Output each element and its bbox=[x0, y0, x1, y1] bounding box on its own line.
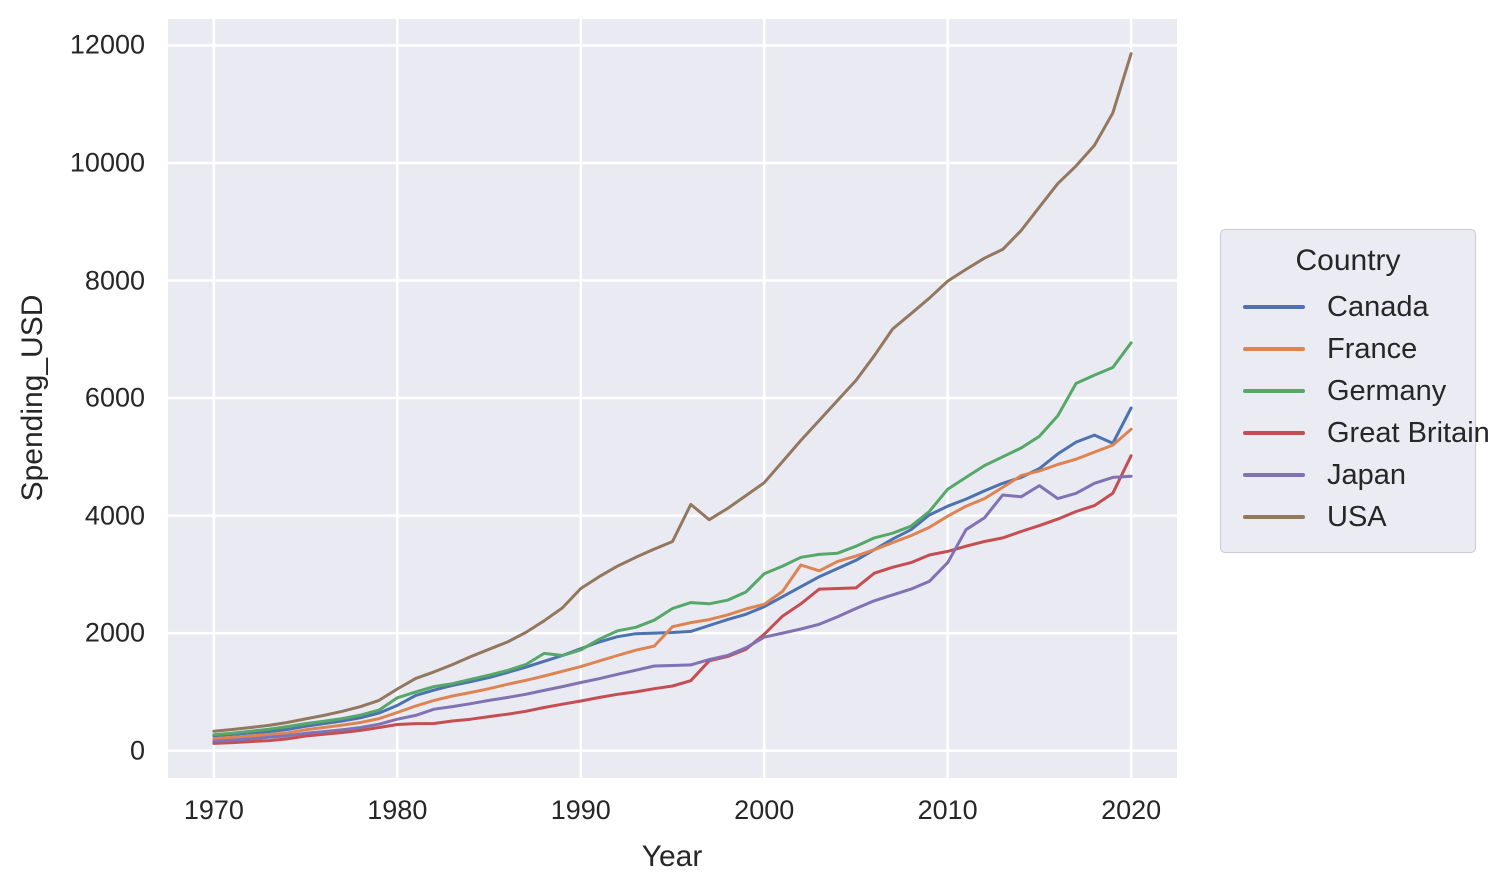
legend-label: Canada bbox=[1327, 290, 1429, 323]
x-tick-label: 2020 bbox=[1101, 795, 1162, 825]
x-tick-label: 1990 bbox=[550, 795, 611, 825]
series-line-germany bbox=[212, 341, 1133, 737]
y-tick-label: 6000 bbox=[84, 382, 145, 413]
legend-items: Canada France Germany Great Britain Japan USA bbox=[1235, 286, 1490, 538]
legend-label: Germany bbox=[1327, 374, 1447, 407]
series-line-france bbox=[212, 427, 1133, 741]
legend-label: Great Britain bbox=[1327, 416, 1490, 449]
x-tick-label: 2010 bbox=[917, 795, 978, 825]
y-axis-label: Spending_USD bbox=[16, 294, 49, 502]
legend-item: Japan bbox=[1235, 454, 1461, 496]
legend: Country Canada France Germany Great Britain… bbox=[1220, 229, 1490, 553]
legend-line-swatch bbox=[1243, 305, 1305, 309]
legend-item: Germany bbox=[1235, 370, 1461, 412]
legend-label: France bbox=[1327, 332, 1418, 365]
y-tick-label: 12000 bbox=[69, 29, 145, 60]
legend-label: USA bbox=[1327, 500, 1387, 533]
y-tick-label: 0 bbox=[129, 735, 145, 766]
series-line-canada bbox=[212, 406, 1133, 738]
series-line-great-britain bbox=[212, 454, 1133, 745]
legend-item: France bbox=[1235, 328, 1461, 370]
y-tick-label: 2000 bbox=[84, 617, 145, 648]
x-tick-label: 2000 bbox=[734, 795, 795, 825]
legend-line-swatch bbox=[1243, 515, 1305, 519]
y-tick-label: 8000 bbox=[84, 265, 145, 296]
x-axis-label: Year bbox=[641, 840, 703, 873]
legend-line-swatch bbox=[1243, 389, 1305, 393]
y-tick-label: 10000 bbox=[69, 147, 145, 178]
legend-item: Great Britain bbox=[1235, 412, 1490, 454]
legend-line-swatch bbox=[1243, 431, 1305, 435]
series-line-usa bbox=[212, 52, 1133, 733]
legend-item: USA bbox=[1235, 496, 1461, 538]
y-tick-label: 4000 bbox=[84, 500, 145, 531]
legend-line-swatch bbox=[1243, 473, 1305, 477]
legend-label: Japan bbox=[1327, 458, 1407, 491]
legend-item: Canada bbox=[1235, 286, 1461, 328]
x-tick-label: 1980 bbox=[367, 795, 428, 825]
legend-line-swatch bbox=[1243, 347, 1305, 351]
legend-title: Country bbox=[1295, 244, 1401, 277]
series-line-japan bbox=[212, 474, 1133, 743]
x-tick-label: 1970 bbox=[183, 795, 244, 825]
